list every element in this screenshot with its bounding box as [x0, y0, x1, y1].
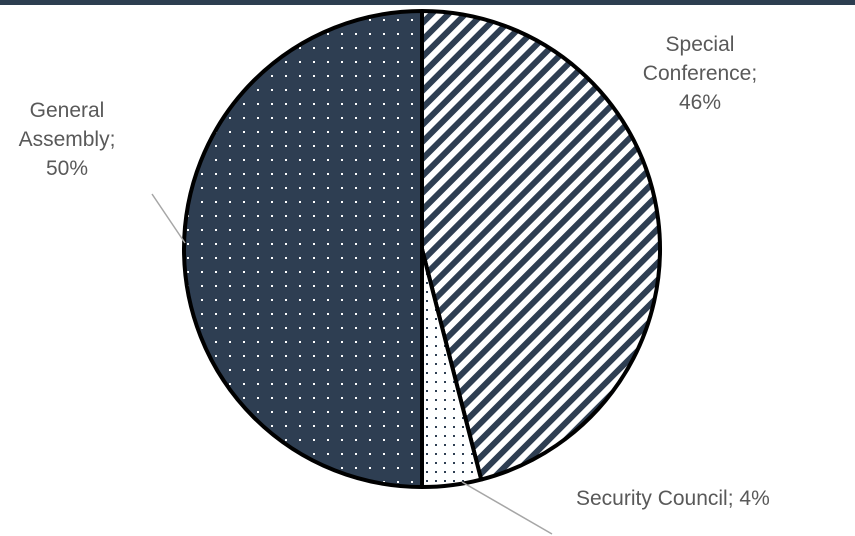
pie-slice-general-assembly [182, 9, 424, 489]
leader-line-security-council [461, 481, 553, 535]
label-line: Security Council; 4% [576, 487, 770, 510]
label-line: General [29, 99, 105, 122]
data-label-special-conference: Special Conference; 46% [620, 30, 780, 117]
label-line: Special [665, 33, 735, 56]
label-line: Conference; [642, 62, 758, 85]
leader-line-general-assembly [151, 193, 186, 244]
data-label-security-council: Security Council; 4% [576, 484, 770, 513]
data-label-general-assembly: General Assembly; 50% [0, 96, 134, 183]
top-bar [0, 0, 855, 5]
label-line: 50% [45, 157, 89, 180]
label-line: 46% [678, 91, 722, 114]
label-line: Assembly; [18, 128, 116, 151]
pie-slice-special-conference [420, 9, 662, 482]
